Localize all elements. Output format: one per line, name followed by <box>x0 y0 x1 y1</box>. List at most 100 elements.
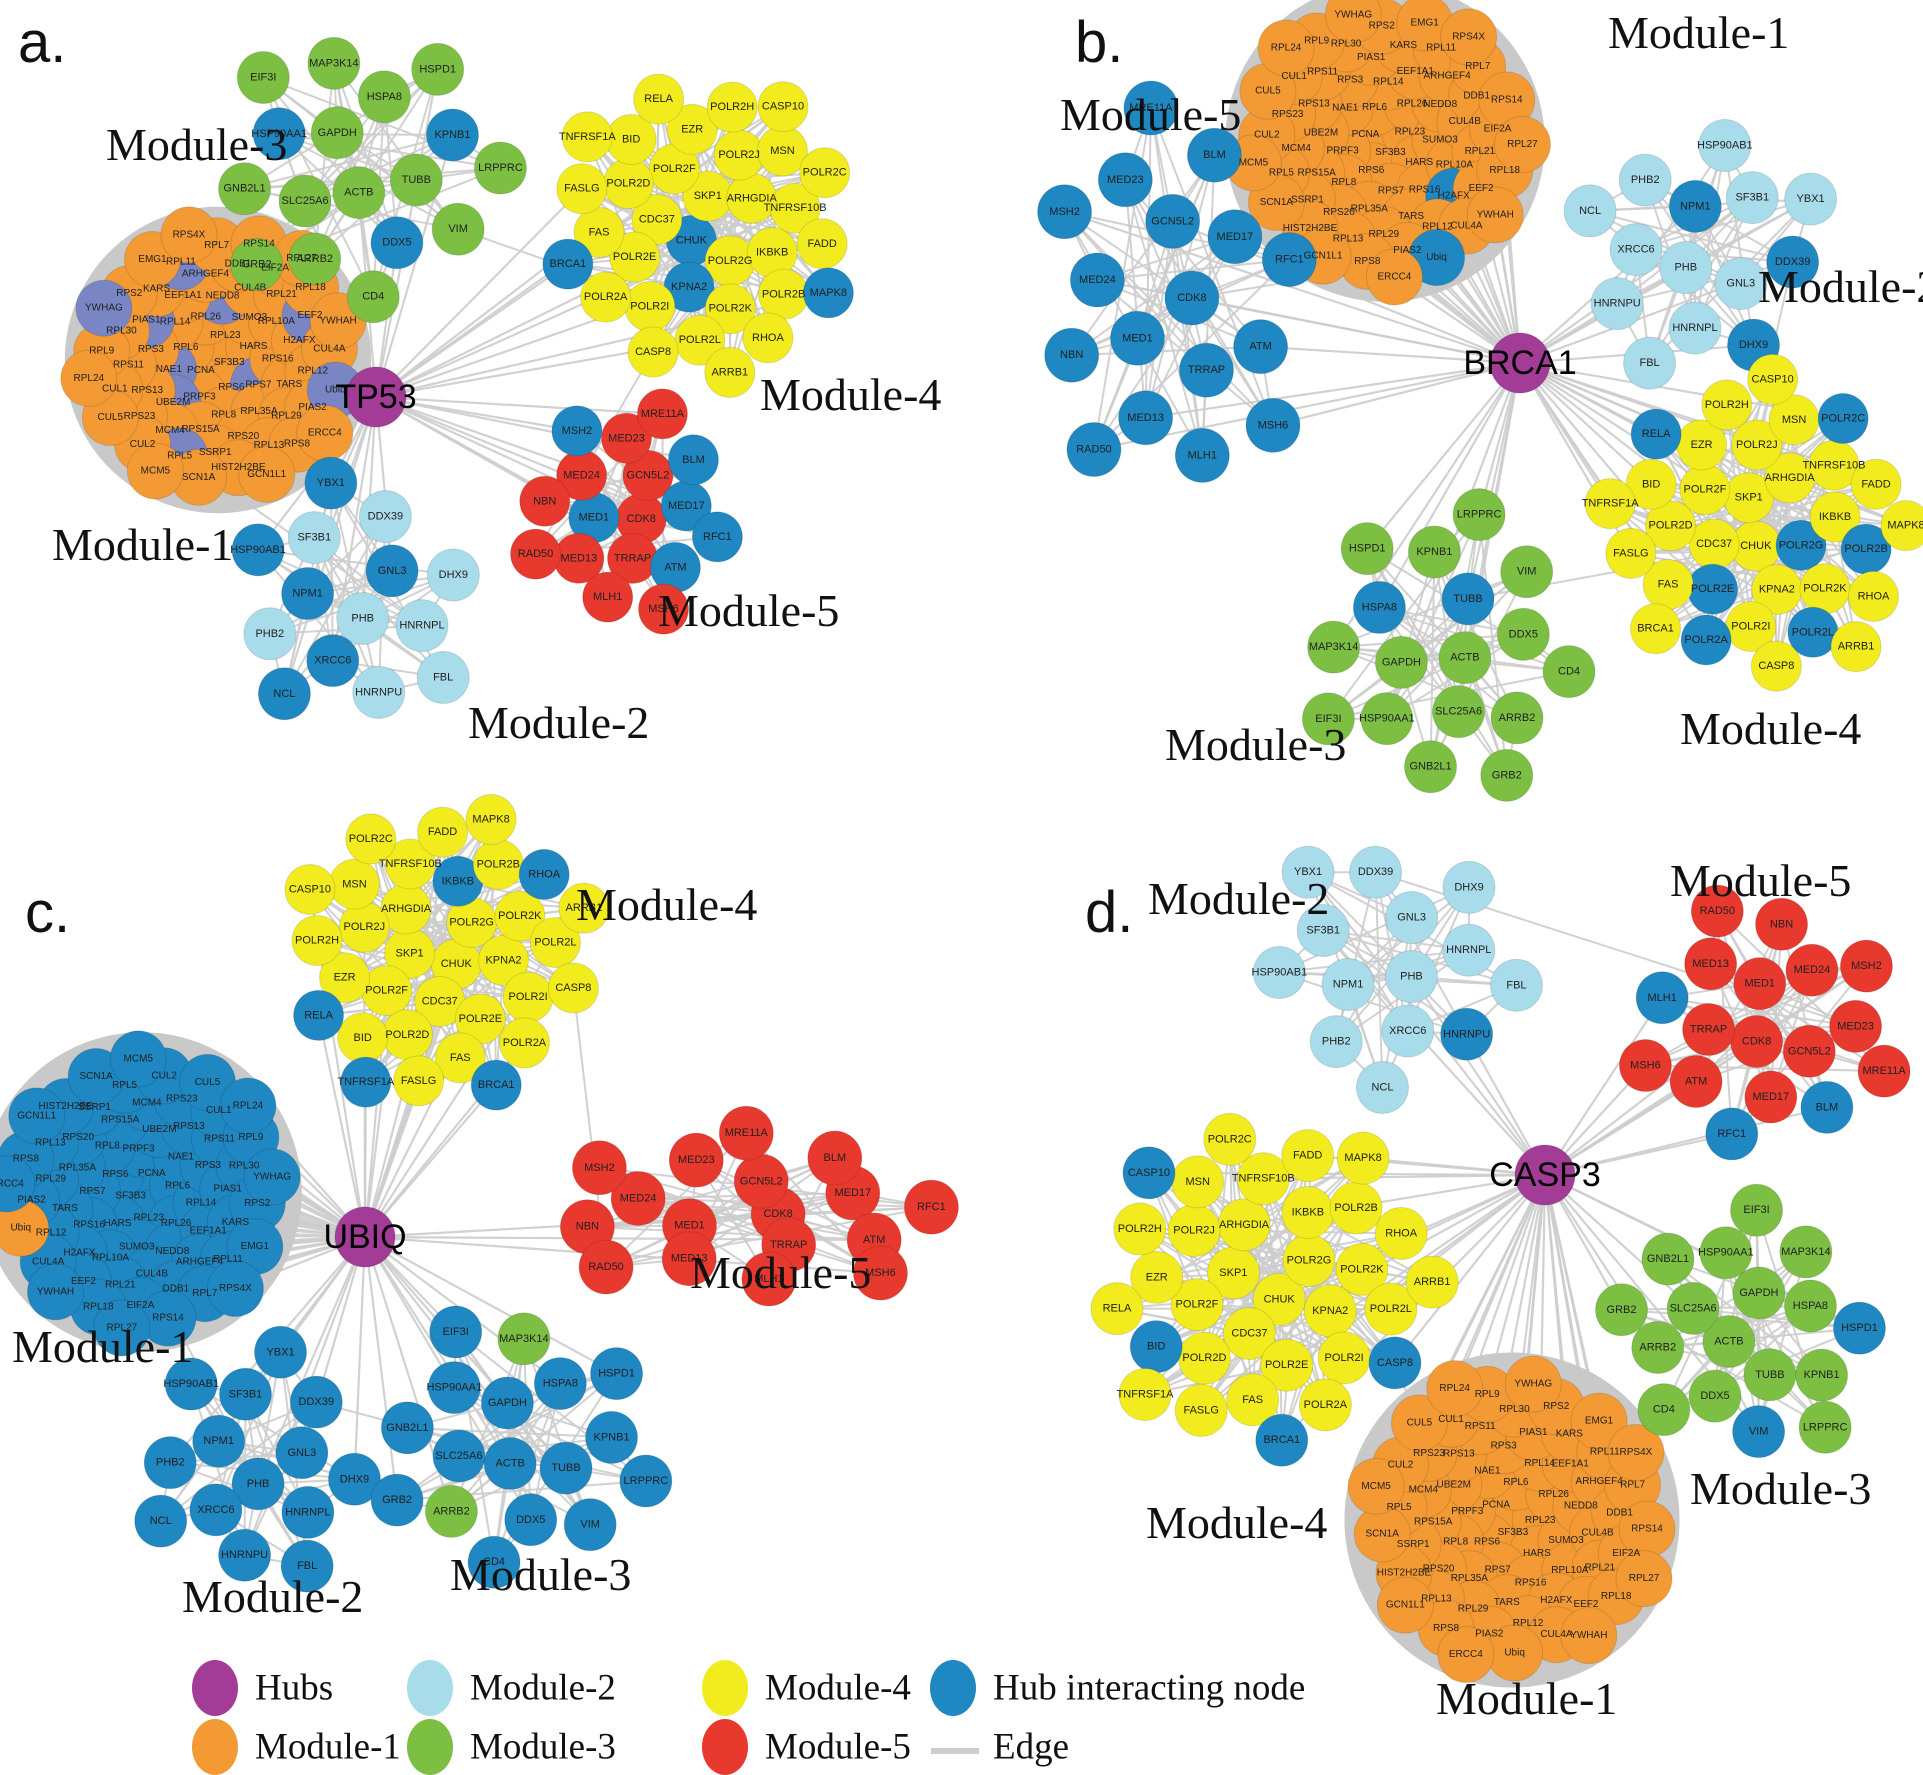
node-TUBB[interactable] <box>389 153 443 207</box>
node-MLH1[interactable] <box>741 1251 797 1307</box>
node-GNB2L1[interactable] <box>1404 740 1458 794</box>
node-MAP3K14[interactable] <box>497 1312 551 1366</box>
node-RFC1[interactable] <box>691 511 743 563</box>
node-LRPPRC[interactable] <box>473 141 527 195</box>
node-BLM[interactable] <box>667 434 719 486</box>
node-MCM5[interactable] <box>1347 1457 1405 1515</box>
node-NBN[interactable] <box>519 475 571 527</box>
node-DDX39[interactable] <box>289 1375 343 1429</box>
node-MRE11A[interactable] <box>718 1105 774 1161</box>
node-YWHAG[interactable] <box>243 1148 301 1206</box>
node-PHB2[interactable] <box>1309 1015 1363 1069</box>
node-BLM[interactable] <box>1186 127 1242 183</box>
node-RAD50[interactable] <box>510 528 562 580</box>
node-NCL[interactable] <box>257 667 311 721</box>
node-MED1[interactable] <box>1733 957 1787 1011</box>
node-MLH1[interactable] <box>1174 427 1230 483</box>
node-MSH6[interactable] <box>1618 1039 1672 1093</box>
node-PHB2[interactable] <box>243 607 297 661</box>
node-LRPPRC[interactable] <box>619 1454 673 1508</box>
node-POLR2H[interactable] <box>1113 1202 1167 1256</box>
node-EIF3I[interactable] <box>1730 1183 1784 1237</box>
node-GAPDH[interactable] <box>1732 1266 1786 1320</box>
node-ATM[interactable] <box>1669 1055 1723 1109</box>
node-ERCC4[interactable] <box>0 1155 36 1213</box>
node-RELA[interactable] <box>293 989 345 1041</box>
node-RELA[interactable] <box>1090 1282 1144 1336</box>
node-DDX5[interactable] <box>1496 607 1550 661</box>
node-KPNB1[interactable] <box>1795 1348 1849 1402</box>
node-ATM[interactable] <box>1233 319 1289 375</box>
node-ARRB1[interactable] <box>1405 1255 1459 1309</box>
node-VIM[interactable] <box>563 1498 617 1552</box>
node-ARRB1[interactable] <box>1830 621 1882 673</box>
node-FAS[interactable] <box>1226 1373 1280 1427</box>
node-BRCA1[interactable] <box>470 1059 522 1111</box>
node-MAP3K14[interactable] <box>307 36 361 90</box>
node-DHX9[interactable] <box>1442 860 1496 914</box>
node-MCM5[interactable] <box>126 442 184 500</box>
node-MLH1[interactable] <box>582 571 634 623</box>
node-GRB2[interactable] <box>370 1473 424 1527</box>
node-FADD[interactable] <box>1281 1129 1335 1183</box>
node-BRCA1[interactable] <box>542 238 594 290</box>
node-POLR2H[interactable] <box>291 914 343 966</box>
node-HSP90AB1[interactable] <box>1252 946 1306 1000</box>
node-YBX1[interactable] <box>254 1325 308 1379</box>
node-RFC1[interactable] <box>903 1179 959 1235</box>
node-GNL3[interactable] <box>1385 890 1439 944</box>
node-ERCC4[interactable] <box>1365 248 1423 306</box>
node-TNFRSF10B[interactable] <box>1236 1152 1290 1206</box>
node-HSPA8[interactable] <box>1783 1279 1837 1333</box>
node-MSH6[interactable] <box>852 1245 908 1301</box>
node-MSH6[interactable] <box>638 583 690 635</box>
node-CDK8[interactable] <box>1164 270 1220 326</box>
node-MSH2[interactable] <box>551 405 603 457</box>
node-ERCC4[interactable] <box>1437 1626 1495 1684</box>
node-HSP90AB1[interactable] <box>231 523 285 577</box>
node-LRPPRC[interactable] <box>1798 1400 1852 1454</box>
node-GRB2[interactable] <box>230 237 284 291</box>
node-EZR[interactable] <box>1130 1250 1184 1304</box>
node-POLR2K[interactable] <box>1335 1242 1389 1296</box>
node-XRCC6[interactable] <box>306 634 360 688</box>
node-BLM[interactable] <box>1800 1080 1854 1134</box>
node-POLR2H[interactable] <box>706 81 758 133</box>
node-POLR2G[interactable] <box>1775 519 1827 571</box>
node-ARRB1[interactable] <box>704 346 756 398</box>
node-YWHAH[interactable] <box>1466 186 1524 244</box>
node-EIF3I[interactable] <box>236 51 290 105</box>
node-HSP90AA1[interactable] <box>1360 692 1414 746</box>
node-RPL27[interactable] <box>1615 1550 1673 1608</box>
node-MED24[interactable] <box>1069 252 1125 308</box>
node-RAD50[interactable] <box>578 1239 634 1295</box>
node-FAS[interactable] <box>434 1032 486 1084</box>
node-PHB[interactable] <box>1384 950 1438 1004</box>
node-HSPD1[interactable] <box>411 42 465 96</box>
node-MED13[interactable] <box>1684 937 1738 991</box>
node-GNB2L1[interactable] <box>1641 1232 1695 1286</box>
node-MSH2[interactable] <box>571 1140 627 1196</box>
node-HNRNPU[interactable] <box>352 665 406 719</box>
node-ARRB2[interactable] <box>1631 1320 1685 1374</box>
node-RPL24[interactable] <box>1257 19 1315 77</box>
node-XRCC6[interactable] <box>1381 1004 1435 1058</box>
node-POLR2A[interactable] <box>1680 614 1732 666</box>
node-MED17[interactable] <box>1207 209 1263 265</box>
node-GNB2L1[interactable] <box>218 162 272 216</box>
node-MCM5[interactable] <box>109 1030 167 1088</box>
node-HNRNPL[interactable] <box>395 599 449 653</box>
node-HSP90AA1[interactable] <box>427 1361 481 1415</box>
node-GNL3[interactable] <box>1714 257 1768 311</box>
node-DDX39[interactable] <box>1766 235 1820 289</box>
node-NPM1[interactable] <box>281 567 335 621</box>
node-ARRB2[interactable] <box>1490 691 1544 745</box>
node-ACTB[interactable] <box>332 166 386 220</box>
node-BID[interactable] <box>1625 458 1677 510</box>
node-TNFRSF1A[interactable] <box>340 1056 392 1108</box>
node-EZR[interactable] <box>319 952 371 1004</box>
node-SLC25A6[interactable] <box>278 174 332 228</box>
node-RPL24[interactable] <box>219 1077 277 1135</box>
node-CASP10[interactable] <box>757 81 809 133</box>
node-MAPK8[interactable] <box>465 794 517 846</box>
